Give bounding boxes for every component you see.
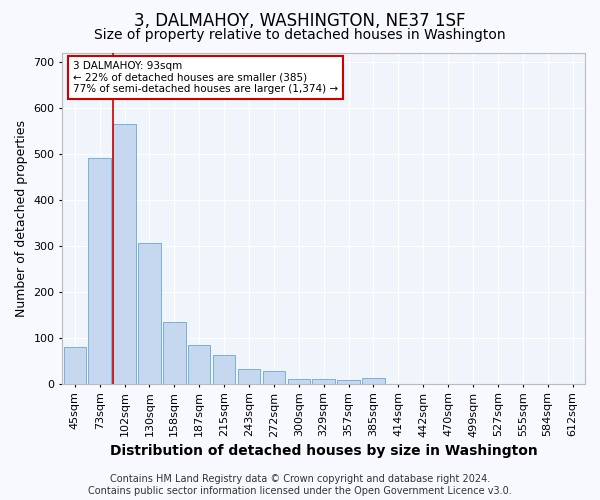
- Bar: [138, 244, 161, 384]
- Text: 3, DALMAHOY, WASHINGTON, NE37 1SF: 3, DALMAHOY, WASHINGTON, NE37 1SF: [134, 12, 466, 30]
- Bar: [337, 380, 360, 384]
- Bar: [362, 378, 385, 384]
- Text: 3 DALMAHOY: 93sqm
← 22% of detached houses are smaller (385)
77% of semi-detache: 3 DALMAHOY: 93sqm ← 22% of detached hous…: [73, 61, 338, 94]
- Bar: [213, 356, 235, 384]
- Bar: [263, 372, 285, 384]
- Bar: [163, 322, 185, 384]
- Bar: [238, 369, 260, 384]
- Text: Contains HM Land Registry data © Crown copyright and database right 2024.
Contai: Contains HM Land Registry data © Crown c…: [88, 474, 512, 496]
- Bar: [64, 347, 86, 384]
- Y-axis label: Number of detached properties: Number of detached properties: [15, 120, 28, 316]
- Bar: [188, 344, 211, 384]
- Bar: [113, 124, 136, 384]
- X-axis label: Distribution of detached houses by size in Washington: Distribution of detached houses by size …: [110, 444, 538, 458]
- Bar: [313, 379, 335, 384]
- Text: Size of property relative to detached houses in Washington: Size of property relative to detached ho…: [94, 28, 506, 42]
- Bar: [88, 158, 111, 384]
- Bar: [287, 379, 310, 384]
